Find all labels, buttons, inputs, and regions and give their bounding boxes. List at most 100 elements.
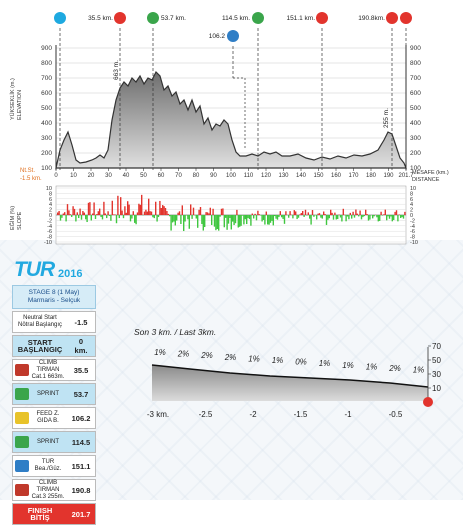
slope-bar-down (134, 215, 135, 223)
slope-bar-up (200, 207, 201, 215)
y-tick-label: 200 (410, 150, 421, 157)
last3-x-tick: -2 (249, 410, 257, 419)
slope-bar-down (231, 215, 232, 229)
slope-bar-down (382, 215, 383, 216)
slope-bar-down (261, 215, 262, 221)
stage-header: STAGE 8 (1 May) Marmaris - Selçuk (12, 285, 96, 309)
last3-x-tick: -2.5 (199, 410, 213, 419)
slope-bar-down (196, 215, 197, 219)
slope-bar-down (250, 215, 251, 226)
slope-bar-up (127, 201, 128, 215)
slope-bar-up (280, 211, 281, 215)
slope-bar-down (232, 215, 233, 222)
x-tick-label: 150 (313, 173, 324, 179)
y-tick-label: 900 (41, 45, 52, 52)
slope-percent-label: 2% (224, 353, 237, 362)
slope-bar-down (78, 215, 79, 218)
slope-bar-up (334, 213, 335, 215)
slope-bar-up (141, 195, 142, 215)
slope-bar-down (378, 215, 379, 221)
slope-bar-up (366, 214, 367, 215)
slope-bar-down (189, 215, 190, 229)
slope-bar-up (92, 214, 93, 215)
slope-bar-down (156, 215, 157, 222)
y-tick-label: 500 (410, 105, 421, 112)
x-tick-label: 140 (296, 173, 307, 179)
elevation-profile-chart: 35.5 km. 53.7 km. 106.2 114.5 km. 151.1 … (0, 0, 463, 250)
distance-label: MESAFE (km.) (412, 170, 449, 176)
slope-bar-up (252, 214, 253, 215)
slope-bar-up (319, 213, 320, 215)
y-tick-label: 600 (41, 90, 52, 97)
slope-bar-up (177, 213, 178, 215)
slope-bar-up (352, 212, 353, 215)
jersey-icon (15, 484, 29, 496)
row-label: FEED Z.GIDA B. (29, 411, 67, 425)
slope-bar-down (253, 215, 254, 218)
row-value: 53.7 (67, 390, 95, 399)
slope-bar-up (190, 204, 191, 215)
slope-bar-down (238, 215, 239, 228)
slope-bar-down (322, 215, 323, 219)
slope-bar-up (162, 205, 163, 215)
slope-bar-down (372, 215, 373, 218)
sea-level-sub: -1.5 km. (20, 176, 42, 182)
slope-bar-down (154, 215, 155, 218)
slope-bar-up (343, 209, 344, 215)
x-tick-label: 90 (210, 173, 217, 179)
slope-bar-up (331, 213, 332, 215)
last3-x-tick: -3 km. (147, 410, 169, 419)
last3-y-tick: 10 (432, 384, 441, 393)
slope-bar-down (109, 215, 110, 216)
marker-label: 151.1 km. (286, 15, 315, 22)
x-tick-label: 30 (105, 173, 112, 179)
slope-percent-label: 2% (200, 351, 213, 360)
marker-label: 190.8km. (358, 15, 385, 22)
slope-bar-up (79, 209, 80, 215)
slope-bar-up (330, 210, 331, 215)
slope-bar-down (264, 215, 265, 225)
slope-bar-down (368, 215, 369, 221)
tour-logo: TUR 2016 (12, 258, 96, 284)
last3-y-tick: 70 (432, 342, 441, 351)
slope-bar-down (211, 215, 212, 225)
slope-bar-up (182, 205, 183, 215)
slope-bar-down (119, 215, 120, 218)
slope-percent-label: 1% (366, 362, 378, 371)
slope-bar-down (175, 215, 176, 225)
slope-bar-down (340, 215, 341, 217)
slope-bar-up (147, 212, 148, 215)
slope-bar-up (317, 214, 318, 215)
stage-title: STAGE 8 (1 May) (13, 289, 95, 297)
slope-bar-down (226, 215, 227, 230)
y-tick-label: 900 (410, 45, 421, 52)
slope-bar-up (70, 214, 71, 215)
slope-percent-label: 0% (295, 358, 307, 367)
row-value: -1.5 (67, 318, 95, 327)
y-tick-label: 300 (41, 135, 52, 142)
slope-bar-down (71, 215, 72, 217)
slope-bar-up (151, 212, 152, 215)
last-3km-chart: Son 3 km. / Last 3km. 1%2%2%2%1%1%0%1%1%… (130, 325, 460, 475)
last3-x-tick: -1 (344, 410, 352, 419)
slope-bar-down (100, 215, 101, 217)
slope-bar-down (249, 215, 250, 219)
slope-bar-down (246, 215, 247, 224)
jersey-icon (15, 460, 29, 472)
slope-bar-down (243, 215, 244, 224)
slope-bar-up (114, 214, 115, 215)
slope-axis-label-en: SLOPE (17, 211, 23, 230)
slope-bar-up (103, 202, 104, 215)
slope-bar-down (327, 215, 328, 220)
y-tick-label: 200 (41, 150, 52, 157)
slope-bar-down (224, 215, 225, 227)
slope-bar-down (81, 215, 82, 220)
slope-bar-down (242, 215, 243, 216)
slope-bar-down (240, 215, 241, 226)
slope-bar-up (294, 210, 295, 215)
slope-bar-down (345, 215, 346, 221)
